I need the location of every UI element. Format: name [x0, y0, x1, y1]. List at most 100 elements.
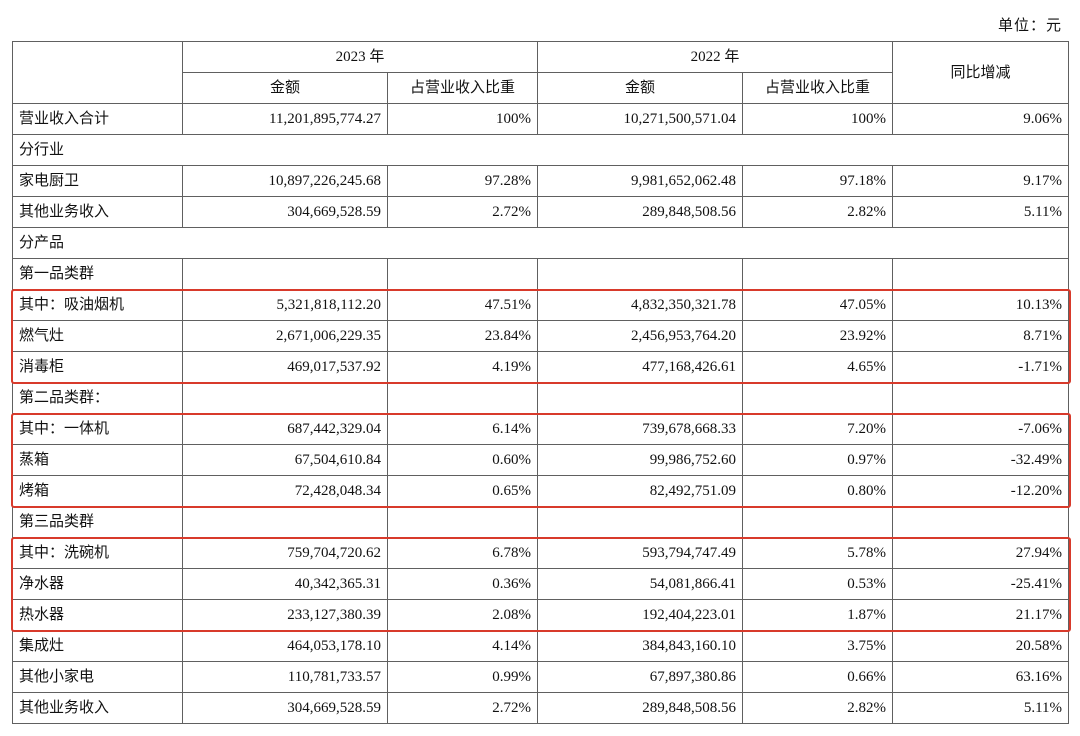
amt2022-cell: 593,794,747.49: [538, 538, 743, 569]
table-row: 净水器40,342,365.310.36%54,081,866.410.53%-…: [13, 569, 1069, 600]
row-name-cell: 家电厨卫: [13, 166, 183, 197]
yoy-cell: [893, 507, 1069, 538]
yoy-cell: 5.11%: [893, 197, 1069, 228]
table-row: 第一品类群: [13, 259, 1069, 290]
amt2023-cell: 5,321,818,112.20: [183, 290, 388, 321]
row-name-cell: 其他业务收入: [13, 197, 183, 228]
pct2023-cell: 0.36%: [388, 569, 538, 600]
amt2022-cell: 384,843,160.10: [538, 631, 743, 662]
table-row: 其他小家电110,781,733.570.99%67,897,380.860.6…: [13, 662, 1069, 693]
yoy-cell: 27.94%: [893, 538, 1069, 569]
amt2022-cell: 477,168,426.61: [538, 352, 743, 383]
pct2023-cell: 4.19%: [388, 352, 538, 383]
pct2023-cell: 0.65%: [388, 476, 538, 507]
amt2022-cell: [538, 383, 743, 414]
amt2023-cell: 67,504,610.84: [183, 445, 388, 476]
row-name-cell: 蒸箱: [13, 445, 183, 476]
pct2023-cell: [388, 507, 538, 538]
table-row: 蒸箱67,504,610.840.60%99,986,752.600.97%-3…: [13, 445, 1069, 476]
pct2023-cell: 4.14%: [388, 631, 538, 662]
table-row: 家电厨卫10,897,226,245.6897.28%9,981,652,062…: [13, 166, 1069, 197]
yoy-cell: -7.06%: [893, 414, 1069, 445]
header-amount-2023: 金额: [183, 73, 388, 104]
table-row: 营业收入合计11,201,895,774.27100%10,271,500,57…: [13, 104, 1069, 135]
amt2022-cell: 2,456,953,764.20: [538, 321, 743, 352]
financial-table: 2023 年 2022 年 同比增减 金额 占营业收入比重 金额 占营业收入比重…: [12, 41, 1069, 724]
pct2022-cell: 0.66%: [743, 662, 893, 693]
row-name-cell: 燃气灶: [13, 321, 183, 352]
pct2023-cell: 100%: [388, 104, 538, 135]
pct2023-cell: [388, 383, 538, 414]
row-name-cell: 净水器: [13, 569, 183, 600]
row-name-cell: 其中：洗碗机: [13, 538, 183, 569]
pct2023-cell: 2.72%: [388, 693, 538, 724]
amt2023-cell: 40,342,365.31: [183, 569, 388, 600]
unit-label: 单位：元: [12, 12, 1068, 41]
table-row: 燃气灶2,671,006,229.3523.84%2,456,953,764.2…: [13, 321, 1069, 352]
header-pct-2022: 占营业收入比重: [743, 73, 893, 104]
pct2022-cell: 100%: [743, 104, 893, 135]
row-name-cell: 烤箱: [13, 476, 183, 507]
yoy-cell: 9.17%: [893, 166, 1069, 197]
pct2022-cell: 3.75%: [743, 631, 893, 662]
yoy-cell: 20.58%: [893, 631, 1069, 662]
amt2023-cell: [183, 383, 388, 414]
section-cell: 分行业: [13, 135, 1069, 166]
header-amount-2022: 金额: [538, 73, 743, 104]
amt2023-cell: 469,017,537.92: [183, 352, 388, 383]
amt2022-cell: 10,271,500,571.04: [538, 104, 743, 135]
pct2023-cell: 0.60%: [388, 445, 538, 476]
pct2023-cell: 47.51%: [388, 290, 538, 321]
table-row: 其他业务收入304,669,528.592.72%289,848,508.562…: [13, 693, 1069, 724]
pct2022-cell: [743, 507, 893, 538]
amt2022-cell: 192,404,223.01: [538, 600, 743, 631]
row-name-cell: 第一品类群: [13, 259, 183, 290]
amt2023-cell: 464,053,178.10: [183, 631, 388, 662]
pct2022-cell: [743, 259, 893, 290]
amt2023-cell: 233,127,380.39: [183, 600, 388, 631]
amt2022-cell: 54,081,866.41: [538, 569, 743, 600]
table-row: 烤箱72,428,048.340.65%82,492,751.090.80%-1…: [13, 476, 1069, 507]
section-cell: 分产品: [13, 228, 1069, 259]
pct2023-cell: 2.72%: [388, 197, 538, 228]
table-body: 营业收入合计11,201,895,774.27100%10,271,500,57…: [13, 104, 1069, 724]
pct2022-cell: 2.82%: [743, 693, 893, 724]
yoy-cell: [893, 259, 1069, 290]
table-row: 分产品: [13, 228, 1069, 259]
pct2023-cell: 6.78%: [388, 538, 538, 569]
amt2022-cell: 9,981,652,062.48: [538, 166, 743, 197]
table-row: 其中：一体机687,442,329.046.14%739,678,668.337…: [13, 414, 1069, 445]
amt2022-cell: 82,492,751.09: [538, 476, 743, 507]
amt2023-cell: 110,781,733.57: [183, 662, 388, 693]
header-year-2022: 2022 年: [538, 42, 893, 73]
row-name-cell: 营业收入合计: [13, 104, 183, 135]
pct2022-cell: 47.05%: [743, 290, 893, 321]
pct2022-cell: 2.82%: [743, 197, 893, 228]
row-name-cell: 第二品类群：: [13, 383, 183, 414]
amt2023-cell: 304,669,528.59: [183, 693, 388, 724]
header-blank: [13, 42, 183, 104]
yoy-cell: 9.06%: [893, 104, 1069, 135]
pct2022-cell: 0.97%: [743, 445, 893, 476]
amt2023-cell: 687,442,329.04: [183, 414, 388, 445]
amt2023-cell: 2,671,006,229.35: [183, 321, 388, 352]
yoy-cell: 21.17%: [893, 600, 1069, 631]
pct2022-cell: 4.65%: [743, 352, 893, 383]
table-row: 消毒柜469,017,537.924.19%477,168,426.614.65…: [13, 352, 1069, 383]
yoy-cell: 5.11%: [893, 693, 1069, 724]
pct2022-cell: 5.78%: [743, 538, 893, 569]
table-row: 其他业务收入304,669,528.592.72%289,848,508.562…: [13, 197, 1069, 228]
row-name-cell: 第三品类群: [13, 507, 183, 538]
row-name-cell: 其中：一体机: [13, 414, 183, 445]
amt2023-cell: [183, 507, 388, 538]
yoy-cell: 10.13%: [893, 290, 1069, 321]
table-row: 其中：吸油烟机5,321,818,112.2047.51%4,832,350,3…: [13, 290, 1069, 321]
amt2023-cell: 11,201,895,774.27: [183, 104, 388, 135]
amt2023-cell: 72,428,048.34: [183, 476, 388, 507]
amt2022-cell: 67,897,380.86: [538, 662, 743, 693]
header-pct-2023: 占营业收入比重: [388, 73, 538, 104]
header-year-2023: 2023 年: [183, 42, 538, 73]
yoy-cell: -25.41%: [893, 569, 1069, 600]
header-yoy: 同比增减: [893, 42, 1069, 104]
pct2022-cell: 0.53%: [743, 569, 893, 600]
